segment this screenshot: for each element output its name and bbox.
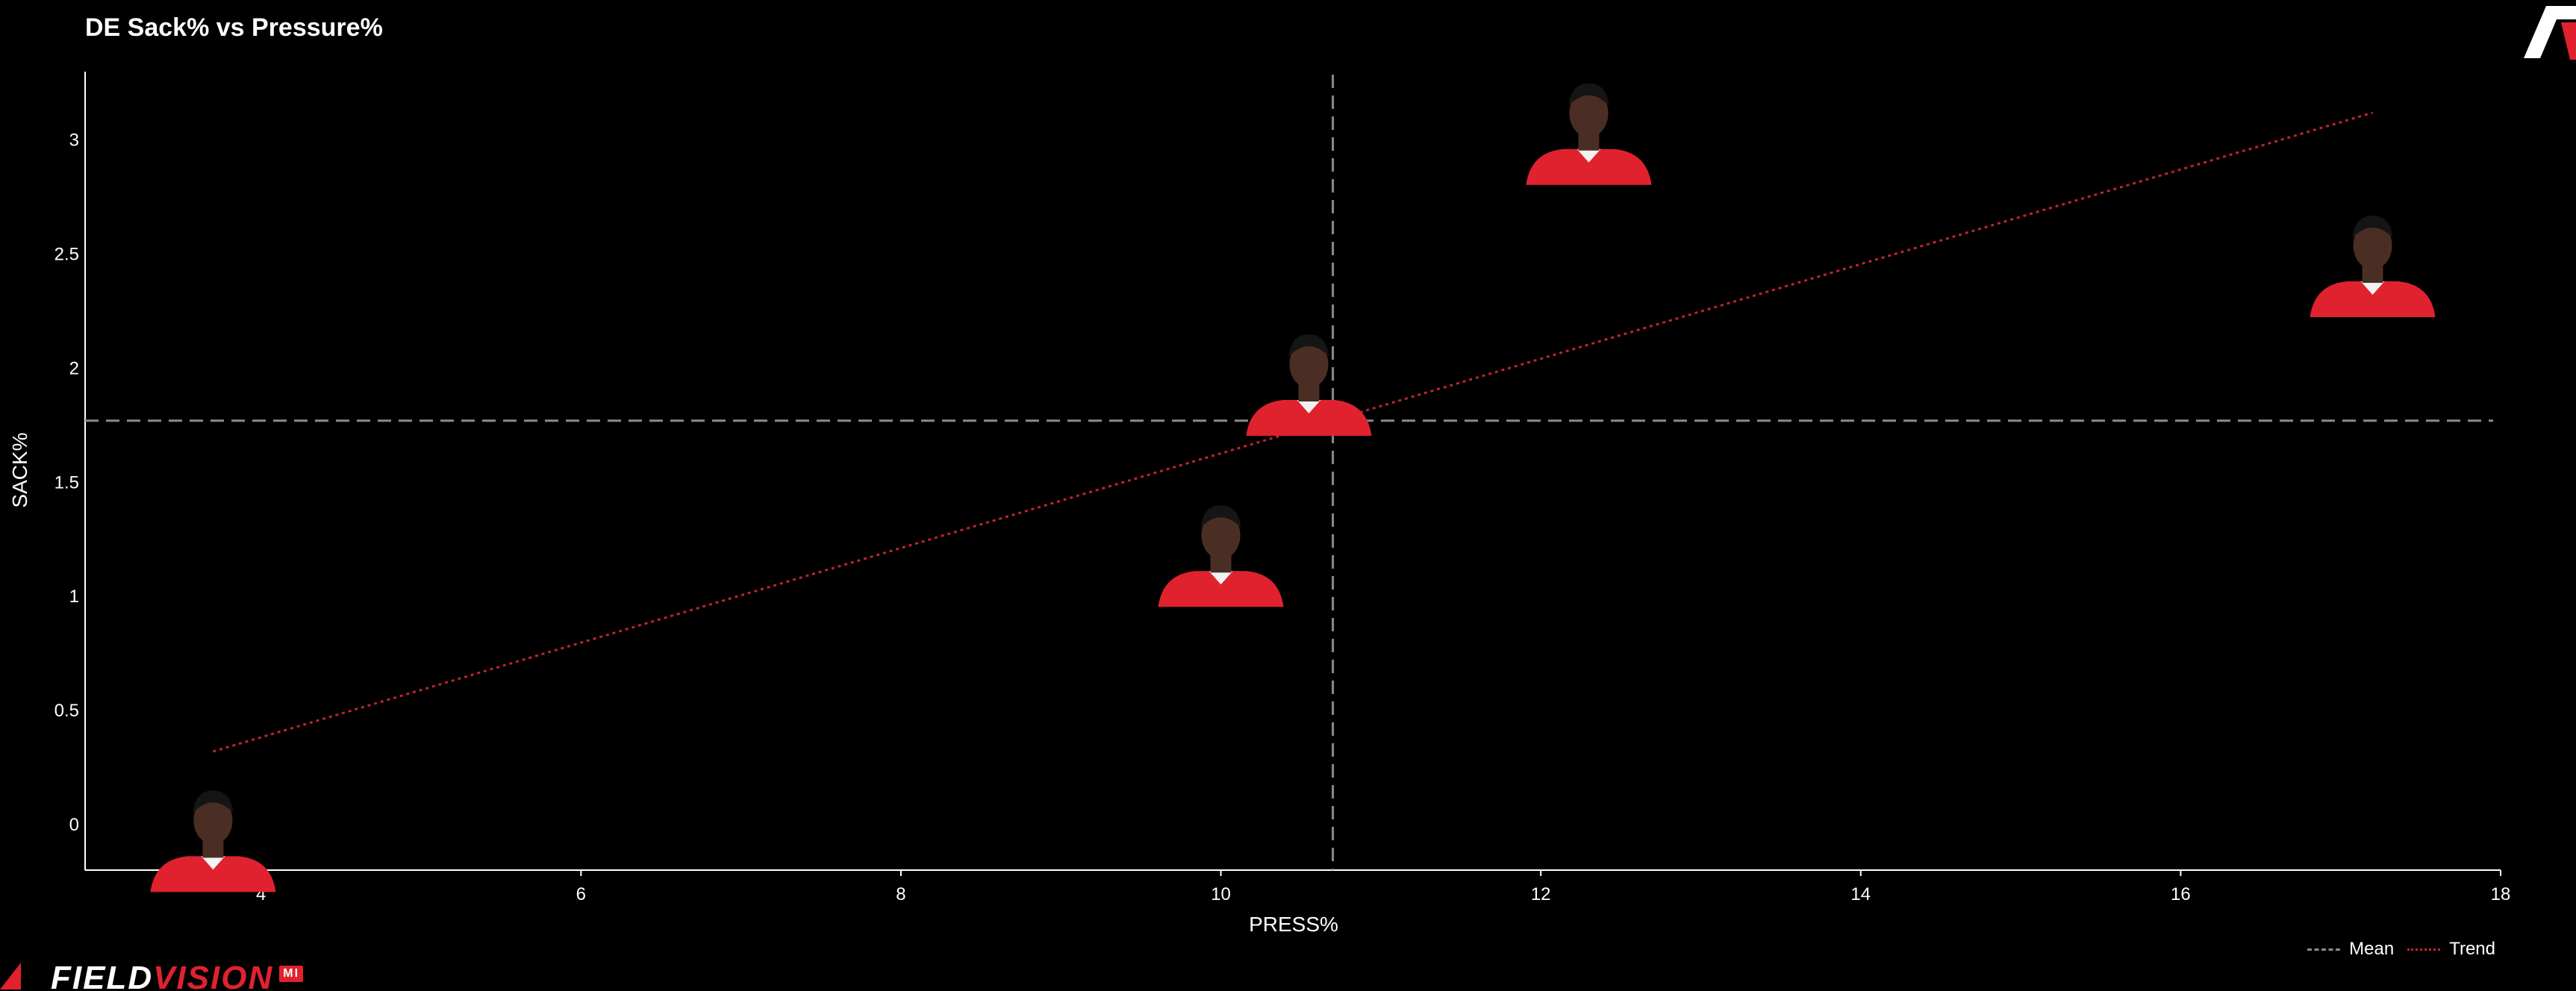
data-points	[150, 83, 2436, 892]
hair-shape	[193, 790, 234, 813]
hair-shape	[1288, 334, 1329, 357]
y-axis-label: SACK%	[8, 432, 31, 507]
chart-title: DE Sack% vs Pressure%	[85, 13, 383, 42]
x-tick-label: 10	[1211, 884, 1231, 904]
trend-line	[213, 111, 2373, 753]
head-shape	[1201, 511, 1241, 560]
collar-shape	[1577, 149, 1601, 163]
jersey-shape	[150, 856, 276, 892]
mean-swatch-icon	[2307, 948, 2341, 951]
hair-shape	[2352, 216, 2393, 239]
jersey-shape	[2310, 281, 2436, 318]
head-shape	[2353, 222, 2392, 270]
trend-swatch-icon	[2407, 948, 2441, 951]
legend-item-trend: Trend	[2407, 939, 2495, 960]
player-headshot-point	[1158, 505, 1284, 607]
legend-trend-label: Trend	[2449, 939, 2495, 959]
head-shape	[1569, 89, 1609, 137]
player-headshot-point	[150, 790, 276, 892]
x-tick-label: 12	[1531, 884, 1551, 904]
y-tick-label: 1	[69, 587, 79, 607]
brand-badge: MI	[279, 966, 304, 982]
collar-shape	[201, 856, 225, 870]
jersey-shape	[1526, 149, 1652, 185]
x-tick-label: 18	[2491, 884, 2511, 904]
player-headshot-point	[2310, 216, 2436, 318]
y-tick-label: 1.5	[54, 472, 79, 493]
head-shape	[1289, 340, 1329, 388]
legend-item-mean: Mean	[2307, 939, 2394, 960]
player-headshot-point	[1246, 334, 1372, 436]
jersey-shape	[1246, 400, 1372, 436]
hair-shape	[1200, 505, 1241, 528]
legend-mean-label: Mean	[2349, 939, 2395, 959]
x-tick-label: 14	[1850, 884, 1871, 904]
y-tick-label: 3	[69, 131, 79, 151]
collar-shape	[1209, 571, 1233, 585]
x-tick-label: 6	[576, 884, 586, 904]
y-tick-label: 2	[69, 358, 79, 378]
x-axis-label: PRESS%	[1249, 913, 1338, 936]
head-shape	[193, 796, 233, 845]
jersey-shape	[1158, 571, 1284, 607]
hair-shape	[1568, 83, 1609, 106]
y-tick-label: 0.5	[54, 701, 79, 721]
brand-field-text: FIELD	[51, 960, 154, 991]
y-tick-label: 2.5	[54, 245, 79, 265]
x-tick-label: 16	[2171, 884, 2191, 904]
brand-vision-text: VISION	[153, 960, 274, 991]
reference-lines	[85, 75, 2493, 870]
chart-legend: Mean Trend	[2307, 939, 2495, 960]
player-headshot-point	[1526, 83, 1652, 185]
brand-logo-icon	[2524, 6, 2576, 60]
brand-wordmark: FIELDVISION MI	[0, 960, 304, 991]
collar-shape	[1297, 400, 1321, 413]
x-tick-label: 8	[896, 884, 905, 904]
collar-shape	[2360, 281, 2385, 296]
y-tick-label: 0	[69, 815, 79, 835]
brand-check-icon	[0, 963, 21, 990]
